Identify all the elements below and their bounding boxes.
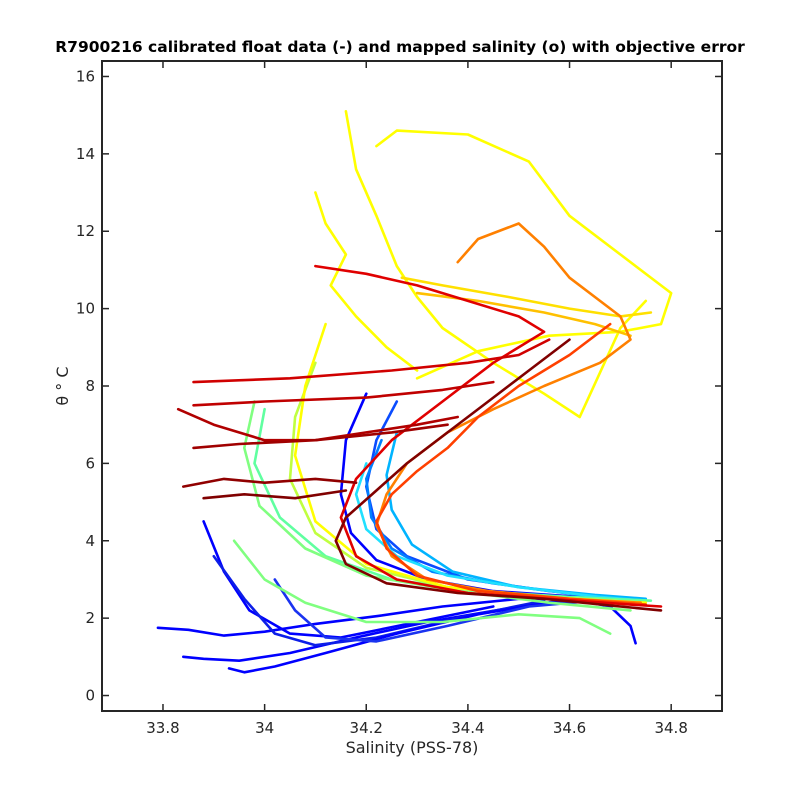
series-line-30 bbox=[334, 338, 663, 612]
series-line-4 bbox=[227, 599, 561, 674]
series-line-17 bbox=[375, 129, 673, 380]
y-tick-label-4: 8 bbox=[85, 377, 95, 395]
x-tick-label-1: 34 bbox=[255, 719, 274, 737]
series-line-29 bbox=[202, 489, 348, 500]
x-axis-title: Salinity (PSS-78) bbox=[346, 738, 479, 757]
y-tick-label-3: 6 bbox=[85, 454, 95, 472]
series-line-13 bbox=[232, 539, 612, 635]
plot-area bbox=[156, 110, 673, 674]
series-line-28 bbox=[182, 477, 358, 488]
y-tick-label-1: 2 bbox=[85, 609, 95, 627]
y-tick-label-0: 0 bbox=[85, 687, 95, 705]
series-line-22 bbox=[375, 322, 648, 606]
axes bbox=[101, 60, 723, 712]
x-tick-label-3: 34.4 bbox=[451, 719, 484, 737]
x-tick-label-5: 34.8 bbox=[654, 719, 687, 737]
series-line-9 bbox=[385, 431, 648, 601]
y-axis: 0 2 4 6 8 10 12 14 16 bbox=[76, 67, 722, 705]
x-axis: 33.8 34 34.2 34.4 34.6 34.8 bbox=[146, 61, 688, 737]
series-line-18 bbox=[314, 191, 419, 372]
series-line-11 bbox=[253, 407, 653, 603]
x-tick-label-2: 34.2 bbox=[350, 719, 383, 737]
series-line-12 bbox=[243, 400, 632, 612]
chart-title: R7900216 calibrated float data (-) and m… bbox=[55, 38, 745, 56]
series-line-23 bbox=[314, 264, 663, 608]
series-line-26 bbox=[176, 407, 460, 442]
axes-box bbox=[101, 60, 723, 712]
x-tick-label-0: 33.8 bbox=[146, 719, 179, 737]
series-line-27 bbox=[192, 423, 449, 450]
y-tick-label-2: 4 bbox=[85, 532, 95, 550]
series-line-5 bbox=[273, 578, 597, 643]
y-tick-label-8: 16 bbox=[76, 67, 95, 85]
series-line-24 bbox=[192, 338, 551, 384]
y-tick-label-6: 12 bbox=[76, 222, 95, 240]
x-tick-label-4: 34.6 bbox=[553, 719, 586, 737]
y-tick-label-7: 14 bbox=[76, 145, 95, 163]
y-tick-label-5: 10 bbox=[76, 300, 95, 318]
series-line-10 bbox=[354, 462, 648, 603]
series-line-25 bbox=[192, 380, 495, 407]
y-axis-title: θ ° C bbox=[53, 366, 72, 405]
series-line-16 bbox=[344, 110, 648, 419]
series-line-19 bbox=[400, 276, 653, 318]
